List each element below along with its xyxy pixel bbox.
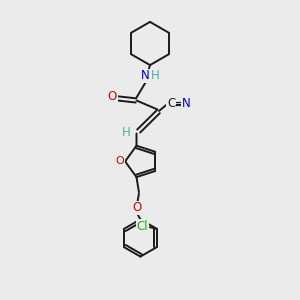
Text: C: C (167, 97, 175, 110)
Text: O: O (115, 156, 124, 167)
Text: Cl: Cl (136, 220, 148, 233)
Text: O: O (108, 89, 117, 103)
Text: H: H (150, 69, 159, 82)
Text: N: N (141, 69, 150, 82)
Text: O: O (133, 202, 142, 214)
Text: H: H (122, 125, 130, 139)
Text: N: N (182, 97, 190, 110)
